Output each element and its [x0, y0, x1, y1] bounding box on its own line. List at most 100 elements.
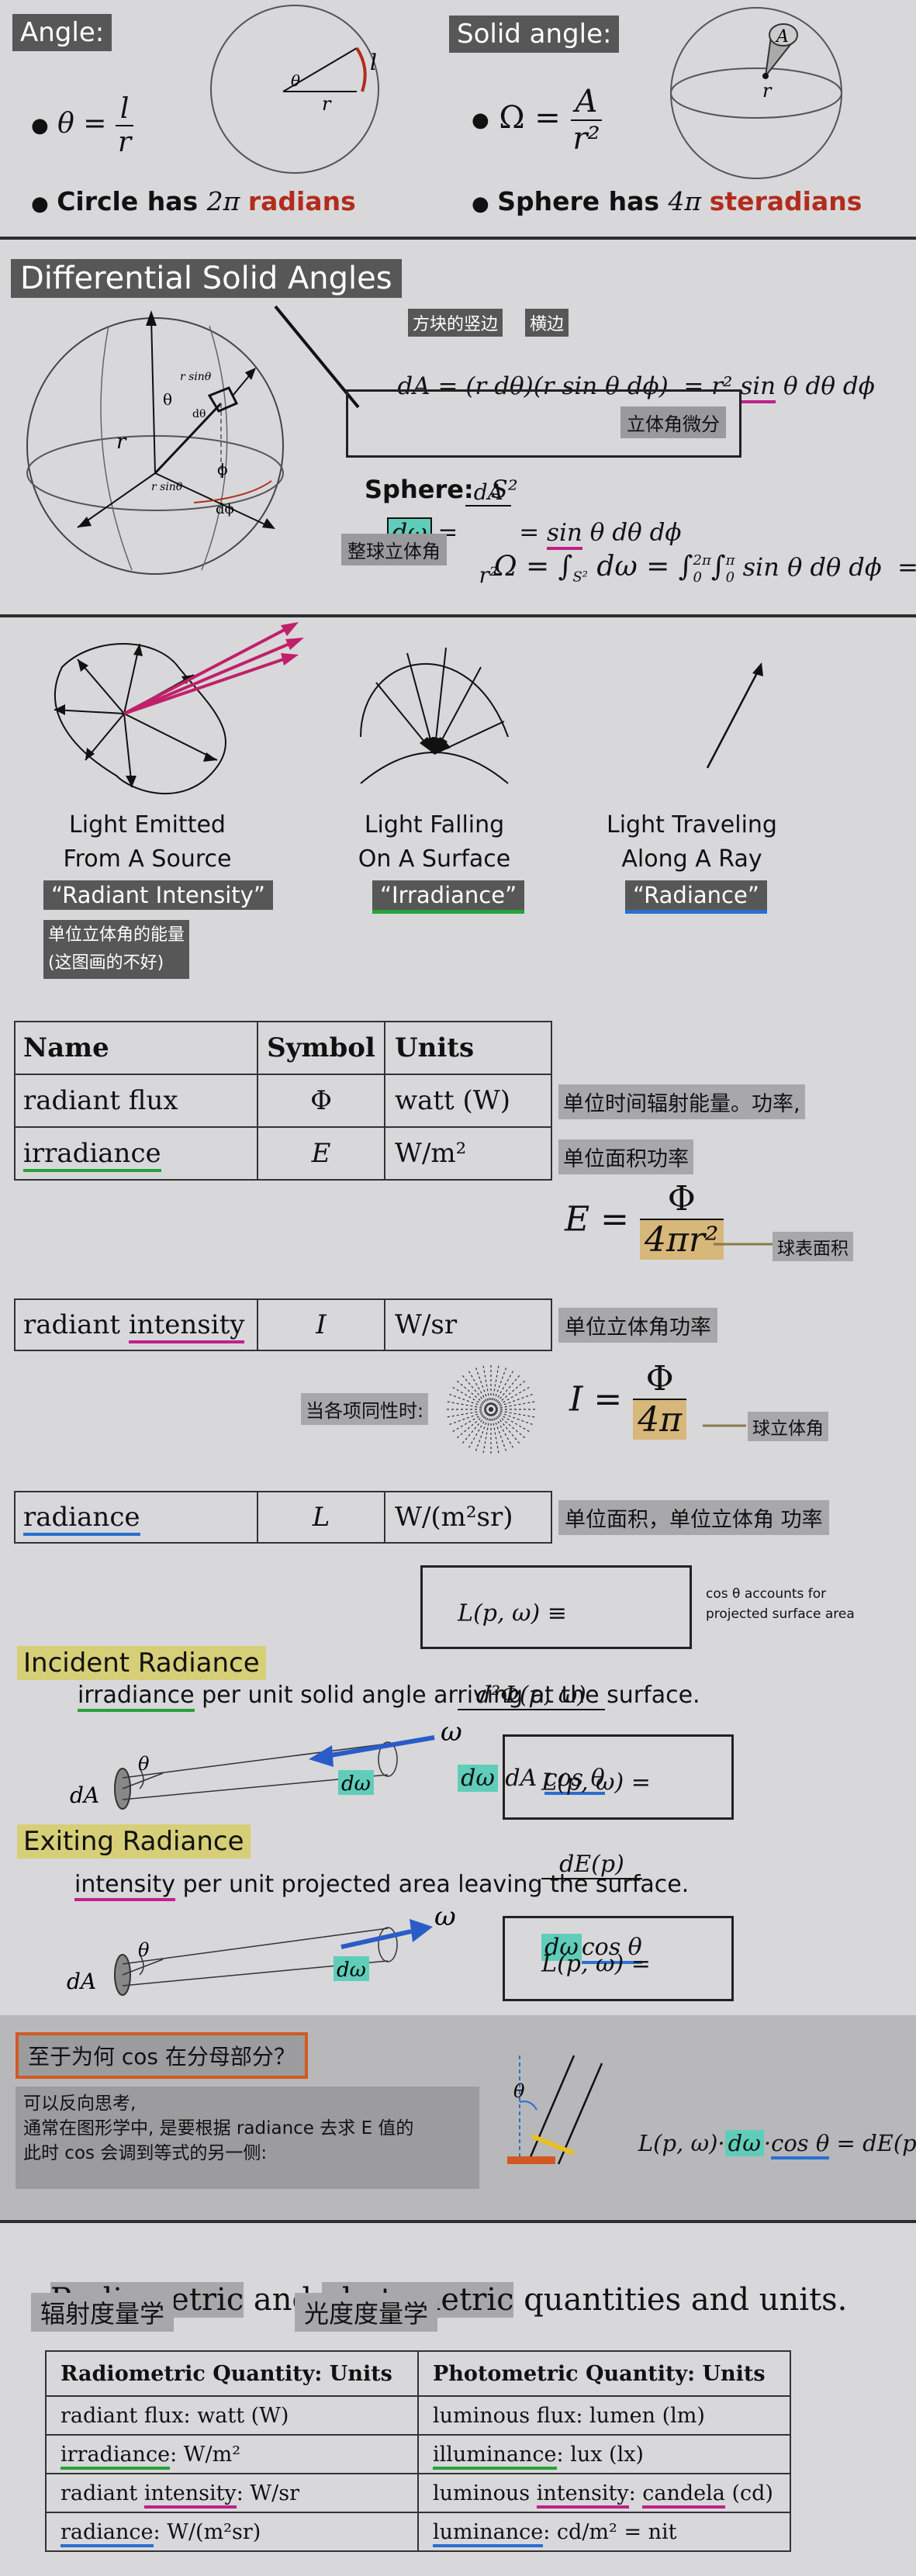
d-theta: θ [163, 390, 172, 409]
sphere-text-b: 4π [668, 186, 702, 216]
note-intensity: 单位立体角功率 [558, 1308, 717, 1343]
q-r2c1-a: irradiance [60, 2442, 171, 2470]
cos-ans1: 可以反向思考, [23, 2094, 137, 2114]
cos-eq-dw: dω [724, 2130, 764, 2156]
eq-dw: dω = dA r² = sin θ dθ dϕ [358, 396, 682, 672]
angle-diagram-theta: θ [291, 71, 300, 90]
row-name-irradiance: irradiance [23, 1138, 161, 1172]
isotropic-ray [490, 1409, 532, 1433]
exiting-eq-box [503, 1916, 734, 2001]
q-r4c2: luminance: cd/m² = nit [417, 2512, 791, 2552]
circle-text-b: 2π [206, 186, 240, 216]
axis-z [150, 317, 156, 474]
L-note: cos θ accounts for projected surface are… [706, 1584, 855, 1624]
incident-desc: irradiance per unit solid angle arriving… [78, 1682, 700, 1712]
axis-x [77, 472, 156, 528]
formula-I: I = Φ 4π [569, 1359, 687, 1440]
q-r2c1-b: : W/m² [170, 2442, 241, 2467]
L-den-c: cos θ [544, 1764, 605, 1795]
exiting-d-w: ω [434, 1901, 456, 1932]
eq-integral: Ω = ∫S² dω = ∫2π0∫π0 sin θ dθ dϕ =4π [462, 521, 916, 616]
isotropic-ray [482, 1363, 492, 1410]
eq-dA: dA = (r dθ)(r sin θ dϕ) = r² sin θ dθ dϕ [367, 344, 875, 428]
bullet: ● [472, 192, 489, 216]
light-col1-note1: 单位立体角的能量 [48, 925, 185, 945]
cos-eq-cos: cos θ [771, 2130, 830, 2159]
light-traveling-diagram [706, 662, 763, 769]
cos-eq-a: L(p, ω)· [638, 2130, 725, 2156]
isotropic-ray [490, 1409, 535, 1426]
q-r2c2: illuminance: lux (lx) [417, 2434, 791, 2474]
formula-E: E = Φ 4πr² [565, 1179, 724, 1260]
solid-angle-differential-label: 立体角微分 [620, 406, 726, 438]
radiance-def-box [420, 1565, 692, 1649]
isotropic-ray [474, 1365, 492, 1410]
intensity-row-table: radiant intensity I W/sr [14, 1298, 552, 1351]
table-row: radiant flux: watt (W) luminous flux: lu… [45, 2395, 791, 2436]
q-r3c2-e: (cd) [724, 2481, 773, 2505]
isotropic-ray [490, 1409, 500, 1456]
eq-dw-c: θ dθ dϕ [582, 518, 682, 547]
incident-d-dA: dA [70, 1782, 99, 1808]
d-dphi: dϕ [216, 501, 234, 517]
int-sup2: 2π [693, 552, 711, 569]
radiance-tag: “Radiance” [625, 880, 767, 914]
q-r3c1-b: intensity [143, 2481, 237, 2509]
table-row: irradiance: W/m² illuminance: lux (lx) [45, 2434, 791, 2474]
angle-diagram: θ r l [210, 5, 379, 174]
d-rsin-top: r sinθ [180, 371, 212, 383]
L-den-b: dA [497, 1764, 544, 1792]
isotropic-ray [490, 1392, 535, 1410]
isotropic-ray [450, 1385, 492, 1410]
radiance-row-table: radiance L W/(m²sr) [14, 1491, 552, 1544]
row-units: W/sr [384, 1298, 552, 1351]
radius-line [154, 402, 223, 475]
q-r4c1-b: : W/(m²sr) [153, 2519, 261, 2544]
E-note-line [714, 1243, 773, 1246]
divider-3 [0, 2220, 916, 2223]
cos-answer: 可以反向思考, 通常在图形学中, 是要根据 radiance 去求 E 值的 此… [16, 2087, 479, 2189]
angle-formula-lhs: θ = [57, 108, 107, 140]
isotropic-ray [490, 1365, 508, 1410]
light-col2-caption: Light Falling On A Surface [318, 808, 551, 877]
sphere-text-c: steradians [709, 186, 862, 216]
isotropic-ray [482, 1409, 492, 1456]
isotropic-ray [455, 1409, 492, 1440]
isotropic-ray [490, 1409, 508, 1454]
I-note: 球立体角 [748, 1412, 828, 1441]
quantities-header-photometric: Photometric Quantity: Units [417, 2350, 791, 2397]
incident-eq-box [503, 1734, 734, 1820]
cos-eq-b: · [763, 2130, 772, 2156]
incident-desc-b: per unit solid angle arriving at the sur… [194, 1682, 700, 1709]
quantities-table: Radiometric Quantity: Units Photometric … [45, 2350, 791, 2552]
I-den: 4π [633, 1400, 687, 1440]
light-col3-line2: Along A Ray [621, 845, 762, 873]
int-b: dω = ∫ [587, 551, 693, 583]
light-col1-line2: From A Source [63, 845, 232, 873]
eq-dw-b: = [511, 518, 548, 547]
cos-question: 至于为何 cos 在分母部分？ [16, 2032, 308, 2079]
patch [207, 386, 239, 413]
sphere-steradians-text: ● Sphere has 4π steradians [472, 186, 862, 216]
light-col1-note: 单位立体角的能量 (这图画的不好) [43, 920, 190, 979]
isotropic-label: 当各项同性时: [301, 1393, 429, 1425]
eq-dA-a: dA = (r dθ)(r sin θ dϕ) = r² [397, 372, 741, 400]
int-c: ∫ [710, 551, 726, 583]
light-col2-line1: Light Falling [364, 811, 505, 838]
exiting-d-theta: θ [138, 1939, 150, 1961]
pointer-line [274, 305, 360, 409]
row-units: watt (W) [384, 1074, 552, 1128]
q-r4c2-b: : cd/m² = nit [543, 2519, 677, 2544]
row-symbol: L [257, 1491, 385, 1544]
note-radiant-flux: 单位时间辐射能量。功率, [558, 1084, 805, 1119]
q-r3c1-a: radiant [60, 2481, 144, 2505]
units-table-header: Name Symbol Units [14, 1021, 552, 1075]
final-title-d: quantities and units. [513, 2282, 848, 2318]
light-col3-caption: Light Traveling Along A Ray [576, 808, 808, 877]
angle-formula: ● θ = l r [31, 93, 134, 158]
incident-eq-num: dE(p) [541, 1851, 642, 1879]
cos-diagram: θ [507, 2055, 603, 2165]
angle-arc-l [355, 47, 367, 92]
formula-L: L(p, ω) ≡ d²Φ(p, ω) dω dA cos θ [428, 1572, 605, 1873]
angle-diagram-r: r [322, 93, 332, 115]
